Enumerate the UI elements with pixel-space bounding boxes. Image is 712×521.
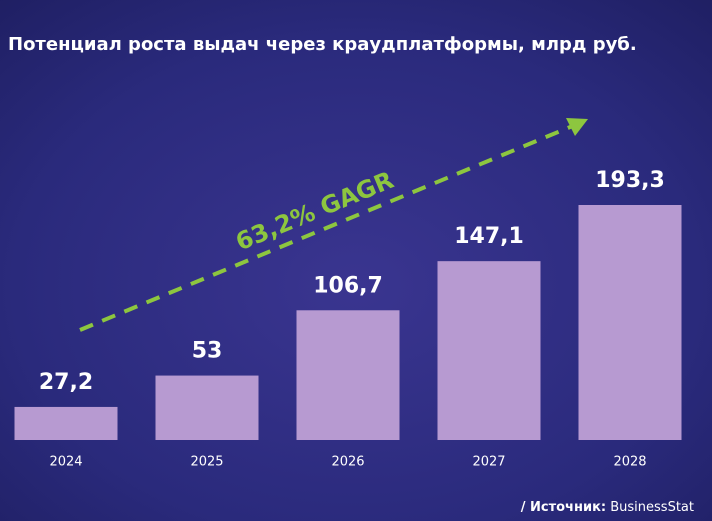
source: / Источник: BusinessStat <box>521 500 694 515</box>
value-label: 27,2 <box>39 370 93 395</box>
bar <box>14 406 118 440</box>
bar <box>155 375 259 440</box>
chart-title: Потенциал роста выдач через краудплатфор… <box>8 34 637 55</box>
bar <box>296 310 400 440</box>
value-label: 106,7 <box>313 273 383 298</box>
trend-arrow <box>79 123 576 332</box>
x-tick-label: 2027 <box>472 455 505 470</box>
x-tick-label: 2028 <box>613 455 646 470</box>
source-label: / Источник: <box>521 500 606 515</box>
value-label: 193,3 <box>595 168 665 193</box>
arrow-head <box>566 118 588 136</box>
x-tick-label: 2024 <box>49 455 82 470</box>
x-tick-label: 2025 <box>190 455 223 470</box>
value-label: 53 <box>192 339 223 364</box>
bar <box>578 205 682 440</box>
bar <box>437 261 541 440</box>
value-label: 147,1 <box>454 224 524 249</box>
x-tick-label: 2026 <box>331 455 364 470</box>
source-name: BusinessStat <box>610 500 694 515</box>
